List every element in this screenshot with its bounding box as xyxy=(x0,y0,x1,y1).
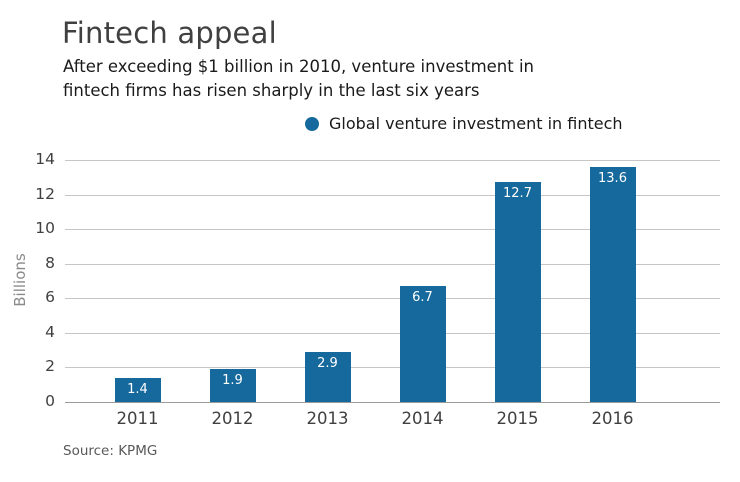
y-axis-tick-label: 2 xyxy=(45,357,55,376)
chart-subtitle-line2: fintech firms has risen sharply in the l… xyxy=(63,81,480,100)
gridline xyxy=(65,367,720,369)
bar-value-label: 6.7 xyxy=(412,290,433,306)
bar-value-label: 12.7 xyxy=(503,186,532,202)
bar-slot: 1.9 xyxy=(185,160,280,402)
y-axis-tick-label: 0 xyxy=(45,392,55,410)
bar-slot: 13.6 xyxy=(565,160,660,402)
gridline xyxy=(65,263,720,265)
gridline xyxy=(65,160,720,161)
bar-series: 1.4 1.9 2.9 6.7 12.7 13.6 xyxy=(90,160,660,402)
bar-slot: 12.7 xyxy=(470,160,565,402)
plot-area xyxy=(65,160,720,402)
bar-2015: 12.7 xyxy=(494,182,541,402)
gridline xyxy=(65,194,720,196)
chart-title: Fintech appeal xyxy=(62,16,277,50)
legend-label: Global venture investment in fintech xyxy=(329,114,623,133)
x-axis-category-label: 2011 xyxy=(116,409,159,428)
chart-legend: Global venture investment in fintech xyxy=(305,114,623,133)
gridline xyxy=(65,298,720,300)
y-axis-title: Billions xyxy=(11,253,29,307)
bar-2011: 1.4 xyxy=(114,377,161,402)
bar-value-label: 2.9 xyxy=(317,355,338,371)
bar-value-label: 1.9 xyxy=(222,373,243,389)
source-note: Source: KPMG xyxy=(63,443,158,459)
x-axis-line xyxy=(65,402,720,403)
x-axis-category-label: 2013 xyxy=(306,409,349,428)
legend-dot-icon xyxy=(305,116,319,131)
y-axis-tick-label: 8 xyxy=(45,253,55,272)
bar-2014: 6.7 xyxy=(399,286,446,402)
y-axis-tick-label: 10 xyxy=(35,219,55,238)
bar-slot: 2.9 xyxy=(280,160,375,402)
bar-value-label: 13.6 xyxy=(598,170,627,186)
y-axis-tick-label: 12 xyxy=(35,184,55,203)
x-axis-category-label: 2014 xyxy=(401,409,444,428)
bar-2012: 1.9 xyxy=(209,369,256,402)
y-axis-tick-label: 6 xyxy=(45,288,55,307)
chart-subtitle: After exceeding $1 billion in 2010, vent… xyxy=(63,55,534,103)
x-axis-category-labels: 2011 2012 2013 2014 2015 2016 xyxy=(90,409,660,428)
gridline xyxy=(65,229,720,231)
bar-slot: 1.4 xyxy=(90,160,185,402)
bar-2013: 2.9 xyxy=(304,351,351,402)
bar-value-label: 1.4 xyxy=(127,381,148,397)
gridline xyxy=(65,332,720,334)
y-axis-tick-label: 14 xyxy=(35,150,55,168)
x-axis-category-label: 2012 xyxy=(211,409,254,428)
chart-subtitle-line1: After exceeding $1 billion in 2010, vent… xyxy=(63,57,535,76)
y-axis-tick-label: 4 xyxy=(45,322,55,341)
x-axis-category-label: 2016 xyxy=(591,409,634,428)
bar-2016: 13.6 xyxy=(589,166,636,402)
x-axis-category-label: 2015 xyxy=(496,409,539,428)
bar-slot: 6.7 xyxy=(375,160,470,402)
